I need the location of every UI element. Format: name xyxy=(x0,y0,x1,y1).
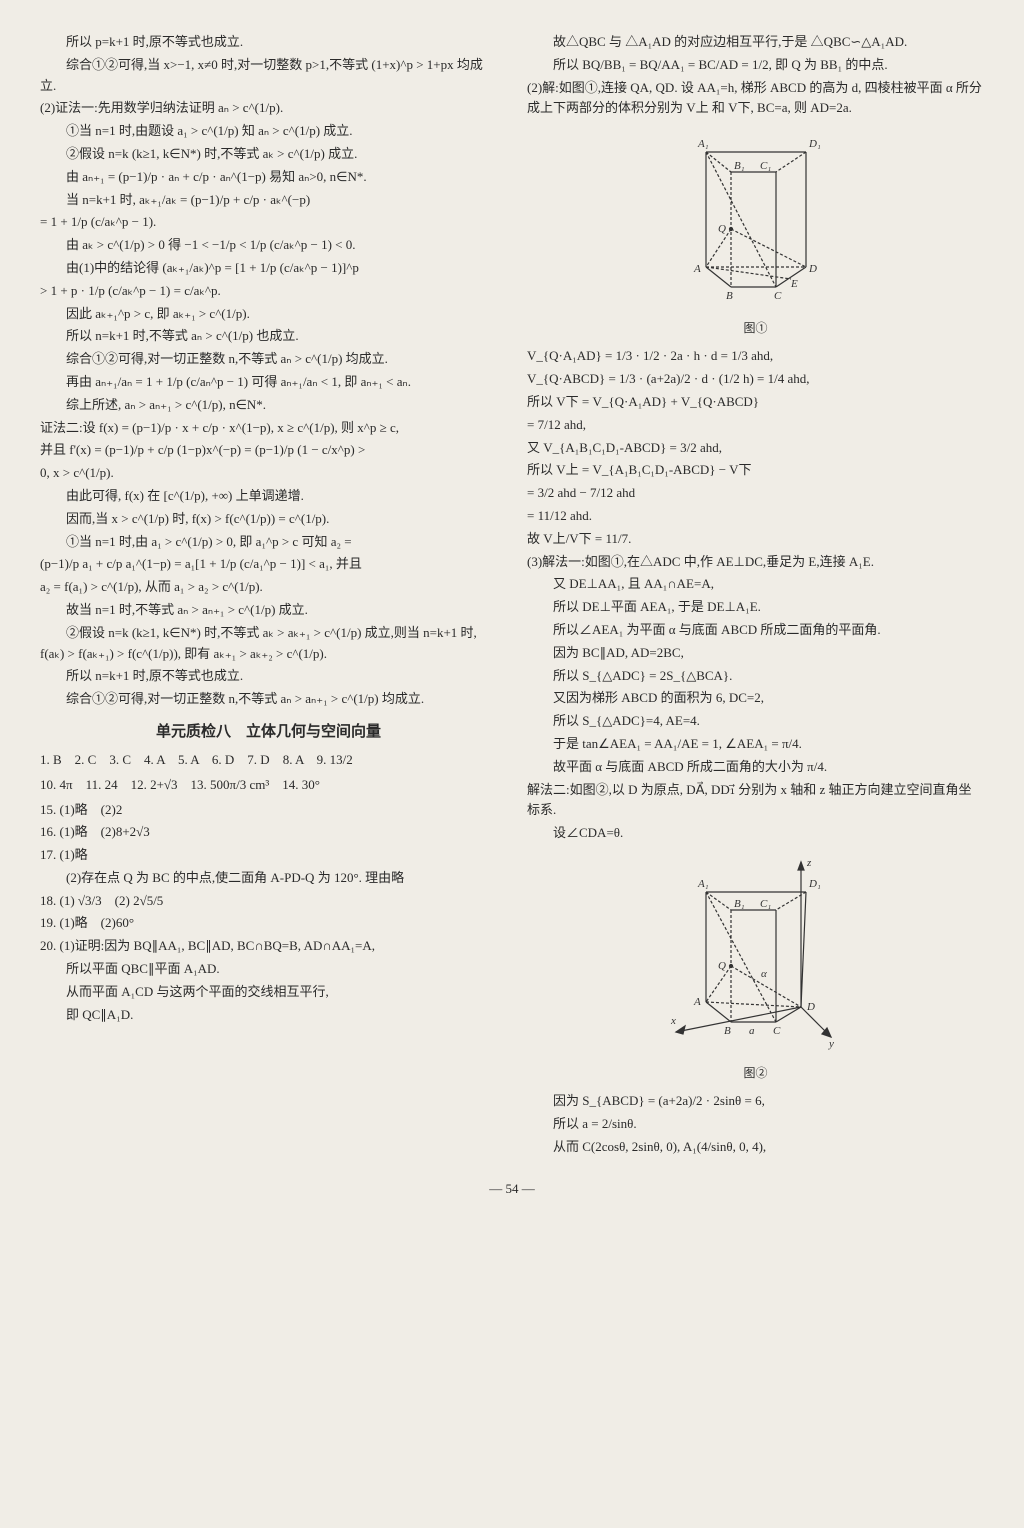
label-B: B xyxy=(726,290,733,302)
text: 故 V上/V下 = 11/7. xyxy=(527,529,984,550)
text: a₂ = f(a₁) > c^(1/p), 从而 a₁ > a₂ > c^(1/… xyxy=(40,577,497,598)
text: 所以 n=k+1 时,不等式 aₙ > c^(1/p) 也成立. xyxy=(40,326,497,347)
label-alpha: α xyxy=(761,968,767,980)
label-C: C xyxy=(774,290,782,302)
text: 因为 S_{ABCD} = (a+2a)/2 · 2sinθ = 6, xyxy=(527,1091,984,1112)
answer-row: 19. (1)略 (2)60° xyxy=(40,913,497,934)
label-C1: C₁ xyxy=(760,160,771,172)
text: (2)证法一:先用数学归纳法证明 aₙ > c^(1/p). xyxy=(40,98,497,119)
text: 综合①②可得,对一切正整数 n,不等式 aₙ > aₙ₊₁ > c^(1/p) … xyxy=(40,689,497,710)
text: 由此可得, f(x) 在 [c^(1/p), +∞) 上单调递增. xyxy=(40,486,497,507)
answer-row: 20. (1)证明:因为 BQ∥AA₁, BC∥AD, BC∩BQ=B, AD∩… xyxy=(40,936,497,957)
label-y: y xyxy=(828,1038,834,1050)
text: 因为 BC∥AD, AD=2BC, xyxy=(527,643,984,664)
label-B: B xyxy=(724,1025,731,1037)
label-z: z xyxy=(806,857,812,869)
text: V_{Q·A₁AD} = 1/3 · 1/2 · 2a · h · d = 1/… xyxy=(527,346,984,367)
text: 所以 S_{△ADC} = 2S_{△BCA}. xyxy=(527,666,984,687)
label-a: a xyxy=(749,1025,755,1037)
text: 故当 n=1 时,不等式 aₙ > aₙ₊₁ > c^(1/p) 成立. xyxy=(40,600,497,621)
text: 解法二:如图②,以 D 为原点, DA⃗, DD₁⃗ 分别为 x 轴和 z 轴正… xyxy=(527,780,984,822)
text: (3)解法一:如图①,在△ADC 中,作 AE⊥DC,垂足为 E,连接 A₁E. xyxy=(527,552,984,573)
text: 所以 BQ/BB₁ = BQ/AA₁ = BC/AD = 1/2, 即 Q 为 … xyxy=(527,55,984,76)
answer-row: 16. (1)略 (2)8+2√3 xyxy=(40,822,497,843)
answer-row: 17. (1)略 xyxy=(40,845,497,866)
text: 由(1)中的结论得 (aₖ₊₁/aₖ)^p = [1 + 1/p (c/aₖ^p… xyxy=(40,258,497,279)
text: 所以 n=k+1 时,原不等式也成立. xyxy=(40,666,497,687)
label-B1: B₁ xyxy=(734,898,745,910)
text: 因而,当 x > c^(1/p) 时, f(x) > f(c^(1/p)) = … xyxy=(40,509,497,530)
text: 又 DE⊥AA₁, 且 AA₁∩AE=A, xyxy=(527,574,984,595)
text: = 3/2 ahd − 7/12 ahd xyxy=(527,483,984,504)
text: 所以 V上 = V_{A₁B₁C₁D₁-ABCD} − V下 xyxy=(527,460,984,481)
label-D1: D₁ xyxy=(808,878,821,890)
figure-2-caption: 图② xyxy=(527,1064,984,1083)
label-A1: A₁ xyxy=(697,138,709,150)
page-number: — 54 — xyxy=(40,1179,984,1200)
text: = 1 + 1/p (c/aₖ^p − 1). xyxy=(40,212,497,233)
answer-row: 18. (1) √3/3 (2) 2√5/5 xyxy=(40,891,497,912)
text: 由 aₖ > c^(1/p) > 0 得 −1 < −1/p < 1/p (c/… xyxy=(40,235,497,256)
text: 所以 S_{△ADC}=4, AE=4. xyxy=(527,711,984,732)
text: 证法二:设 f(x) = (p−1)/p · x + c/p · x^(1−p)… xyxy=(40,418,497,439)
label-C1: C₁ xyxy=(760,898,771,910)
text: > 1 + p · 1/p (c/aₖ^p − 1) = c/aₖ^p. xyxy=(40,281,497,302)
text: 设∠CDA=θ. xyxy=(527,823,984,844)
text: 于是 tan∠AEA₁ = AA₁/AE = 1, ∠AEA₁ = π/4. xyxy=(527,734,984,755)
label-E: E xyxy=(790,278,798,290)
text: 所以 p=k+1 时,原不等式也成立. xyxy=(40,32,497,53)
label-A: A xyxy=(693,263,701,275)
text: 综合①②可得,对一切正整数 n,不等式 aₙ > c^(1/p) 均成立. xyxy=(40,349,497,370)
answer-row: 即 QC∥A₁D. xyxy=(40,1005,497,1026)
figure-1: A₁ D₁ B₁ C₁ A D B C Q E 图① xyxy=(527,127,984,338)
right-column: 故△QBC 与 △A₁AD 的对应边相互平行,于是 △QBC∽△A₁AD. 所以… xyxy=(527,30,984,1159)
text: 故平面 α 与底面 ABCD 所成二面角的大小为 π/4. xyxy=(527,757,984,778)
answer-row: 10. 4π 11. 24 12. 2+√3 13. 500π/3 cm³ 14… xyxy=(40,775,497,796)
text: 所以 V下 = V_{Q·A₁AD} + V_{Q·ABCD} xyxy=(527,392,984,413)
text: 因此 aₖ₊₁^p > c, 即 aₖ₊₁ > c^(1/p). xyxy=(40,304,497,325)
text: 又因为梯形 ABCD 的面积为 6, DC=2, xyxy=(527,688,984,709)
text: 由 aₙ₊₁ = (p−1)/p · aₙ + c/p · aₙ^(1−p) 易… xyxy=(40,167,497,188)
text: 又 V_{A₁B₁C₁D₁-ABCD} = 3/2 ahd, xyxy=(527,438,984,459)
label-A: A xyxy=(693,996,701,1008)
figure-1-caption: 图① xyxy=(527,319,984,338)
text: 所以 a = 2/sinθ. xyxy=(527,1114,984,1135)
label-Q: Q xyxy=(718,960,726,972)
text: 所以∠AEA₁ 为平面 α 与底面 ABCD 所成二面角的平面角. xyxy=(527,620,984,641)
answer-row: 从而平面 A₁CD 与这两个平面的交线相互平行, xyxy=(40,982,497,1003)
text: 当 n=k+1 时, aₖ₊₁/aₖ = (p−1)/p + c/p · aₖ^… xyxy=(40,190,497,211)
label-x: x xyxy=(670,1015,676,1027)
answer-row: 所以平面 QBC∥平面 A₁AD. xyxy=(40,959,497,980)
text: ②假设 n=k (k≥1, k∈N*) 时,不等式 aₖ > aₖ₊₁ > c^… xyxy=(40,623,497,665)
label-D1: D₁ xyxy=(808,138,821,150)
text: ①当 n=1 时,由题设 a₁ > c^(1/p) 知 aₙ > c^(1/p)… xyxy=(40,121,497,142)
text: 故△QBC 与 △A₁AD 的对应边相互平行,于是 △QBC∽△A₁AD. xyxy=(527,32,984,53)
label-D: D xyxy=(808,263,817,275)
text: 并且 f'(x) = (p−1)/p + c/p (1−p)x^(−p) = (… xyxy=(40,440,497,461)
text: (2)解:如图①,连接 QA, QD. 设 AA₁=h, 梯形 ABCD 的高为… xyxy=(527,78,984,120)
figure-2: A₁ D₁ B₁ C₁ A D B C Q x y z a α 图② xyxy=(527,852,984,1083)
section-title: 单元质检八 立体几何与空间向量 xyxy=(40,720,497,744)
label-Q: Q xyxy=(718,223,726,235)
label-B1: B₁ xyxy=(734,160,745,172)
answer-row: 15. (1)略 (2)2 xyxy=(40,800,497,821)
text: 综合①②可得,当 x>−1, x≠0 时,对一切整数 p>1,不等式 (1+x)… xyxy=(40,55,497,97)
label-C: C xyxy=(773,1025,781,1037)
text: ②假设 n=k (k≥1, k∈N*) 时,不等式 aₖ > c^(1/p) 成… xyxy=(40,144,497,165)
text: 所以 DE⊥平面 AEA₁, 于是 DE⊥A₁E. xyxy=(527,597,984,618)
text: = 7/12 ahd, xyxy=(527,415,984,436)
answer-row: 1. B 2. C 3. C 4. A 5. A 6. D 7. D 8. A … xyxy=(40,750,497,771)
text: 从而 C(2cosθ, 2sinθ, 0), A₁(4/sinθ, 0, 4), xyxy=(527,1137,984,1158)
label-A1: A₁ xyxy=(697,878,709,890)
text: 0, x > c^(1/p). xyxy=(40,463,497,484)
text: = 11/12 ahd. xyxy=(527,506,984,527)
left-column: 所以 p=k+1 时,原不等式也成立. 综合①②可得,当 x>−1, x≠0 时… xyxy=(40,30,497,1159)
text: ①当 n=1 时,由 a₁ > c^(1/p) > 0, 即 a₁^p > c … xyxy=(40,532,497,553)
text: 综上所述, aₙ > aₙ₊₁ > c^(1/p), n∈N*. xyxy=(40,395,497,416)
answer-row: (2)存在点 Q 为 BC 的中点,使二面角 A-PD-Q 为 120°. 理由… xyxy=(40,868,497,889)
text: 再由 aₙ₊₁/aₙ = 1 + 1/p (c/aₙ^p − 1) 可得 aₙ₊… xyxy=(40,372,497,393)
text: (p−1)/p a₁ + c/p a₁^(1−p) = a₁[1 + 1/p (… xyxy=(40,554,497,575)
label-D: D xyxy=(806,1001,815,1013)
text: V_{Q·ABCD} = 1/3 · (a+2a)/2 · d · (1/2 h… xyxy=(527,369,984,390)
